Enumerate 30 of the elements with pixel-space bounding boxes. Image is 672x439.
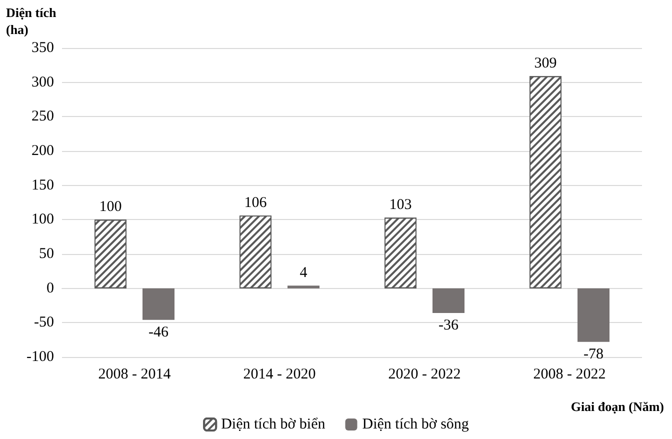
bar <box>142 288 174 320</box>
data-label: -78 <box>584 346 604 362</box>
y-tick-label: 0 <box>46 280 54 296</box>
x-tick-label: 2020 - 2022 <box>388 366 461 382</box>
x-tick-label: 2008 - 2022 <box>533 366 606 382</box>
x-tick-label: 2014 - 2020 <box>243 366 316 382</box>
data-label: 309 <box>534 56 557 72</box>
bar <box>578 288 610 342</box>
y-tick-label: 100 <box>32 212 54 228</box>
x-axis-title: Giai đoạn (Năm) <box>570 399 664 414</box>
y-tick-label: 200 <box>32 143 54 159</box>
y-tick-label: 250 <box>32 108 54 125</box>
legend-label: Diện tích bờ sông <box>362 416 470 432</box>
data-label: -46 <box>148 324 169 340</box>
y-tick-label: 300 <box>32 74 54 90</box>
data-label: -36 <box>438 318 459 334</box>
data-label: 4 <box>300 265 308 282</box>
y-tick-label: -100 <box>26 349 54 365</box>
y-tick-label: 50 <box>39 246 54 262</box>
bar <box>288 286 320 288</box>
data-label: 100 <box>99 199 122 216</box>
y-tick-label: 350 <box>32 40 54 56</box>
y-axis-title: Diện tích (ha) <box>6 5 57 37</box>
legend-label: Diện tích bờ biển <box>221 416 326 432</box>
y-tick-label: 150 <box>32 177 54 194</box>
x-tick-label: 2008 - 2014 <box>98 366 172 382</box>
bar <box>432 288 464 314</box>
y-tick-label: -50 <box>34 314 54 331</box>
data-label: 103 <box>389 197 412 214</box>
data-label: 106 <box>244 195 268 212</box>
